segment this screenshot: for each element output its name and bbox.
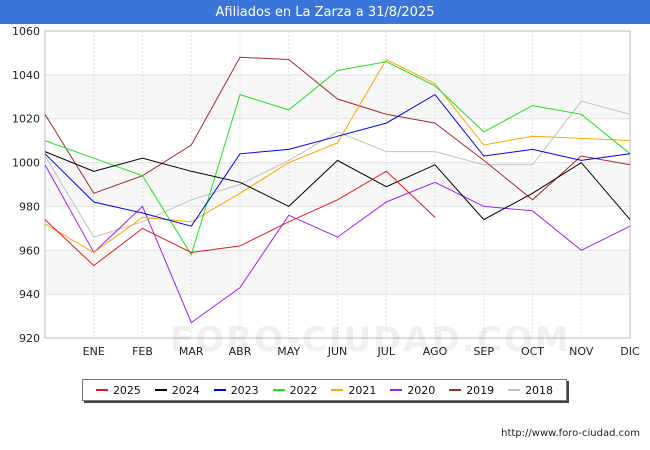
legend-swatch bbox=[154, 389, 167, 391]
x-tick-label: MAR bbox=[179, 345, 204, 358]
y-tick-label: 920 bbox=[19, 332, 40, 345]
legend-item-2019: 2019 bbox=[449, 384, 494, 397]
watermark: FORO-CIUDAD.COM bbox=[170, 320, 571, 360]
legend-swatch bbox=[508, 389, 521, 391]
legend-label: 2023 bbox=[230, 383, 259, 397]
legend-label: 2018 bbox=[525, 383, 554, 397]
legend-swatch bbox=[331, 389, 344, 391]
legend-item-2021: 2021 bbox=[331, 384, 376, 397]
series-line-2022 bbox=[44, 61, 631, 256]
series-line-2024 bbox=[44, 151, 631, 221]
y-tick-label: 1020 bbox=[12, 113, 40, 126]
legend-swatch bbox=[95, 389, 108, 391]
legend-label: 2022 bbox=[289, 383, 318, 397]
chart-legend: 2025 2024 2023 2022 2021 2020 2019 2018 bbox=[82, 379, 567, 401]
legend-label: 2024 bbox=[171, 383, 200, 397]
legend-label: 2021 bbox=[348, 383, 377, 397]
legend-swatch bbox=[390, 389, 403, 391]
y-tick-label: 980 bbox=[19, 200, 40, 213]
y-tick-label: 1060 bbox=[12, 25, 40, 38]
y-tick-label: 1040 bbox=[12, 69, 40, 82]
legend-swatch bbox=[272, 389, 285, 391]
x-tick-label: AGO bbox=[423, 345, 448, 358]
legend-label: 2019 bbox=[466, 383, 495, 397]
y-tick-label: 940 bbox=[19, 288, 40, 301]
x-tick-label: OCT bbox=[521, 345, 544, 358]
legend-item-2020: 2020 bbox=[390, 384, 435, 397]
x-tick-label: DIC bbox=[620, 345, 640, 358]
series-line-2020 bbox=[44, 164, 631, 324]
x-tick-label: JUL bbox=[377, 345, 396, 358]
x-tick-label: MAY bbox=[277, 345, 300, 358]
plot-border bbox=[44, 30, 631, 339]
source-url: http://www.foro-ciudad.com bbox=[501, 428, 640, 439]
series-line-2023 bbox=[44, 93, 631, 227]
legend-label: 2020 bbox=[407, 383, 436, 397]
legend-item-2025: 2025 bbox=[95, 383, 141, 397]
x-tick-label: ENE bbox=[83, 345, 105, 358]
chart-title: Afiliados en La Zarza a 31/8/2025 bbox=[0, 0, 650, 24]
legend-item-2023: 2023 bbox=[213, 383, 259, 397]
x-tick-label: JUN bbox=[327, 345, 348, 358]
series-line-2021 bbox=[44, 58, 631, 254]
x-tick-label: FEB bbox=[132, 345, 153, 358]
series-line-2025 bbox=[44, 170, 436, 267]
legend-item-2022: 2022 bbox=[272, 383, 318, 397]
legend-swatch bbox=[449, 389, 462, 391]
legend-item-2024: 2024 bbox=[154, 383, 200, 397]
x-tick-label: ABR bbox=[229, 345, 252, 358]
legend-item-2018: 2018 bbox=[508, 384, 553, 397]
legend-swatch bbox=[213, 389, 226, 391]
x-tick-label: SEP bbox=[473, 345, 494, 358]
y-tick-label: 960 bbox=[19, 244, 40, 257]
x-tick-label: NOV bbox=[569, 345, 594, 358]
series-line-2018 bbox=[44, 100, 631, 238]
legend-label: 2025 bbox=[112, 383, 141, 397]
y-tick-label: 1000 bbox=[12, 157, 40, 170]
